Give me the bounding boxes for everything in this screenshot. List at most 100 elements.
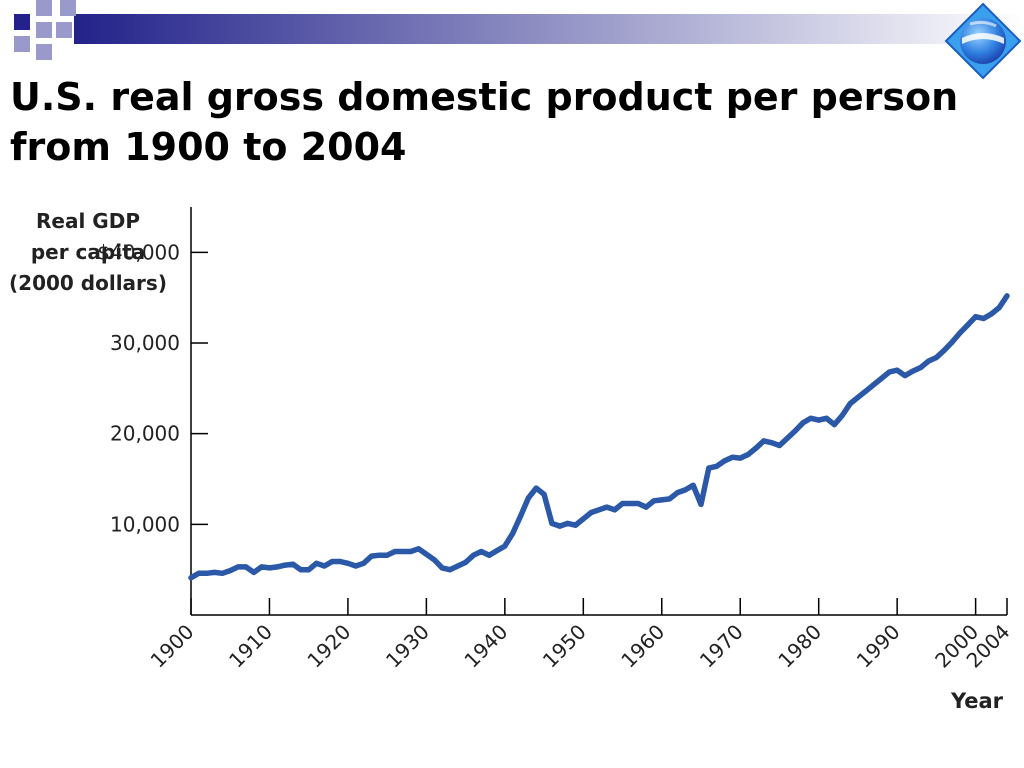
slide-title: U.S. real gross domestic product per per… <box>10 72 1010 172</box>
data-point <box>855 394 861 400</box>
data-point <box>902 373 908 379</box>
x-tick-label: 1900 <box>146 620 199 673</box>
data-point <box>235 564 241 570</box>
data-point <box>596 507 602 513</box>
data-point <box>973 314 979 320</box>
data-point <box>776 442 783 449</box>
data-point <box>274 564 280 570</box>
globe-logo-icon <box>944 2 1022 80</box>
data-point <box>533 485 539 491</box>
data-point <box>918 364 924 371</box>
data-point <box>368 553 375 559</box>
data-point <box>259 564 265 570</box>
data-point <box>408 548 414 555</box>
data-point <box>988 311 994 317</box>
data-point <box>517 513 524 519</box>
data-point <box>800 420 806 426</box>
data-point <box>415 546 422 552</box>
x-tick-label: 1950 <box>538 620 591 673</box>
data-point <box>219 570 225 576</box>
data-point <box>784 435 790 441</box>
data-point <box>878 375 885 381</box>
x-tick-label: 1940 <box>459 620 512 673</box>
data-point <box>667 496 673 502</box>
data-point <box>557 523 563 529</box>
data-point <box>400 548 406 555</box>
data-point <box>980 315 987 322</box>
data-point <box>792 428 798 434</box>
data-point <box>721 458 728 464</box>
data-point <box>651 498 657 504</box>
data-point <box>839 412 845 419</box>
slide-header-band <box>14 0 1024 60</box>
data-point <box>823 415 830 421</box>
decorative-squares-icon <box>14 0 76 60</box>
y-tick-label: $40,000 <box>97 240 180 264</box>
data-point <box>266 565 273 571</box>
data-point <box>682 487 688 493</box>
data-point <box>486 552 492 558</box>
y-axis-label: (2000 dollars) <box>9 271 167 295</box>
data-point <box>376 552 382 558</box>
data-point <box>619 500 626 507</box>
data-point <box>690 482 696 488</box>
data-point <box>761 438 767 444</box>
data-point <box>831 422 838 428</box>
data-point <box>384 552 390 558</box>
data-point <box>706 465 712 471</box>
data-point <box>470 552 477 558</box>
data-point <box>329 558 335 565</box>
x-axis-label: Year <box>950 689 1004 713</box>
data-point <box>298 567 304 573</box>
data-point <box>612 507 618 513</box>
data-point <box>290 561 296 567</box>
data-point <box>204 570 210 576</box>
data-point <box>816 417 822 423</box>
data-point <box>847 401 853 407</box>
gdp-line-chart: Real GDP per capita (2000 dollars) $40,000 3… <box>9 207 1015 713</box>
x-tick-label: 1970 <box>695 620 748 673</box>
data-point <box>447 567 453 573</box>
data-point <box>549 520 555 526</box>
data-point <box>871 382 877 388</box>
data-point <box>737 455 743 461</box>
data-point <box>565 520 571 526</box>
data-point <box>698 501 704 507</box>
data-point <box>753 445 759 451</box>
data-point <box>321 563 327 569</box>
data-point <box>643 504 649 510</box>
y-axis-label: Real GDP <box>36 209 140 233</box>
data-point <box>769 440 775 446</box>
data-point <box>674 490 681 496</box>
data-point <box>886 369 892 375</box>
data-point <box>541 491 547 497</box>
data-point <box>627 500 634 507</box>
data-point <box>863 388 869 394</box>
data-point <box>745 451 751 458</box>
data-point <box>965 322 971 328</box>
data-point <box>659 497 665 503</box>
data-point <box>455 563 461 569</box>
data-point <box>251 569 257 575</box>
x-tick-label: 1910 <box>224 620 277 673</box>
data-point <box>211 569 218 575</box>
data-point <box>910 368 916 374</box>
data-point <box>227 568 233 574</box>
x-tick-label: 1930 <box>381 620 434 673</box>
y-axis-label: per capita <box>31 240 145 264</box>
data-point <box>894 367 900 373</box>
header-gradient-bar <box>74 14 1024 44</box>
slide-title-line-2: from 1900 to 2004 <box>10 125 407 169</box>
x-tick-label: 1960 <box>616 620 669 673</box>
gdp-series-line <box>188 293 1010 581</box>
x-tick-label: 1920 <box>302 620 355 673</box>
data-point <box>392 548 398 555</box>
data-point <box>604 504 610 510</box>
data-point <box>494 548 500 554</box>
data-point <box>439 565 445 571</box>
data-point <box>635 500 641 507</box>
data-point <box>196 570 202 576</box>
y-tick-label: 30,000 <box>110 331 180 355</box>
data-point <box>941 347 947 353</box>
y-tick-label: 20,000 <box>110 422 180 446</box>
